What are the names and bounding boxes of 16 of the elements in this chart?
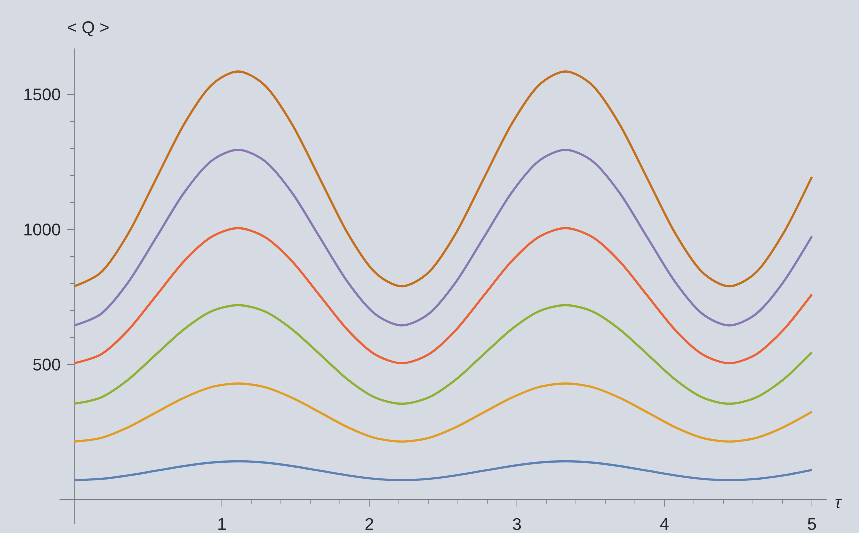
line-series — [73, 227, 814, 364]
y-tick-label: 1000 — [24, 224, 60, 236]
x-tick-label: 2 — [366, 518, 374, 530]
line-series — [73, 460, 814, 482]
y-tick-label: 500 — [33, 358, 60, 371]
x-tick-label: 1 — [218, 518, 226, 530]
y-axis-title: < Q > — [68, 21, 109, 36]
line-series — [73, 382, 814, 443]
line-series — [73, 70, 814, 288]
x-tick-label: 3 — [513, 518, 522, 530]
x-tick-label: 5 — [808, 518, 816, 530]
x-axis-title: τ — [836, 499, 842, 508]
line-series — [73, 148, 814, 327]
line-series — [73, 304, 814, 405]
y-tick-label: 1500 — [24, 88, 60, 101]
x-tick-label: 4 — [660, 518, 669, 530]
